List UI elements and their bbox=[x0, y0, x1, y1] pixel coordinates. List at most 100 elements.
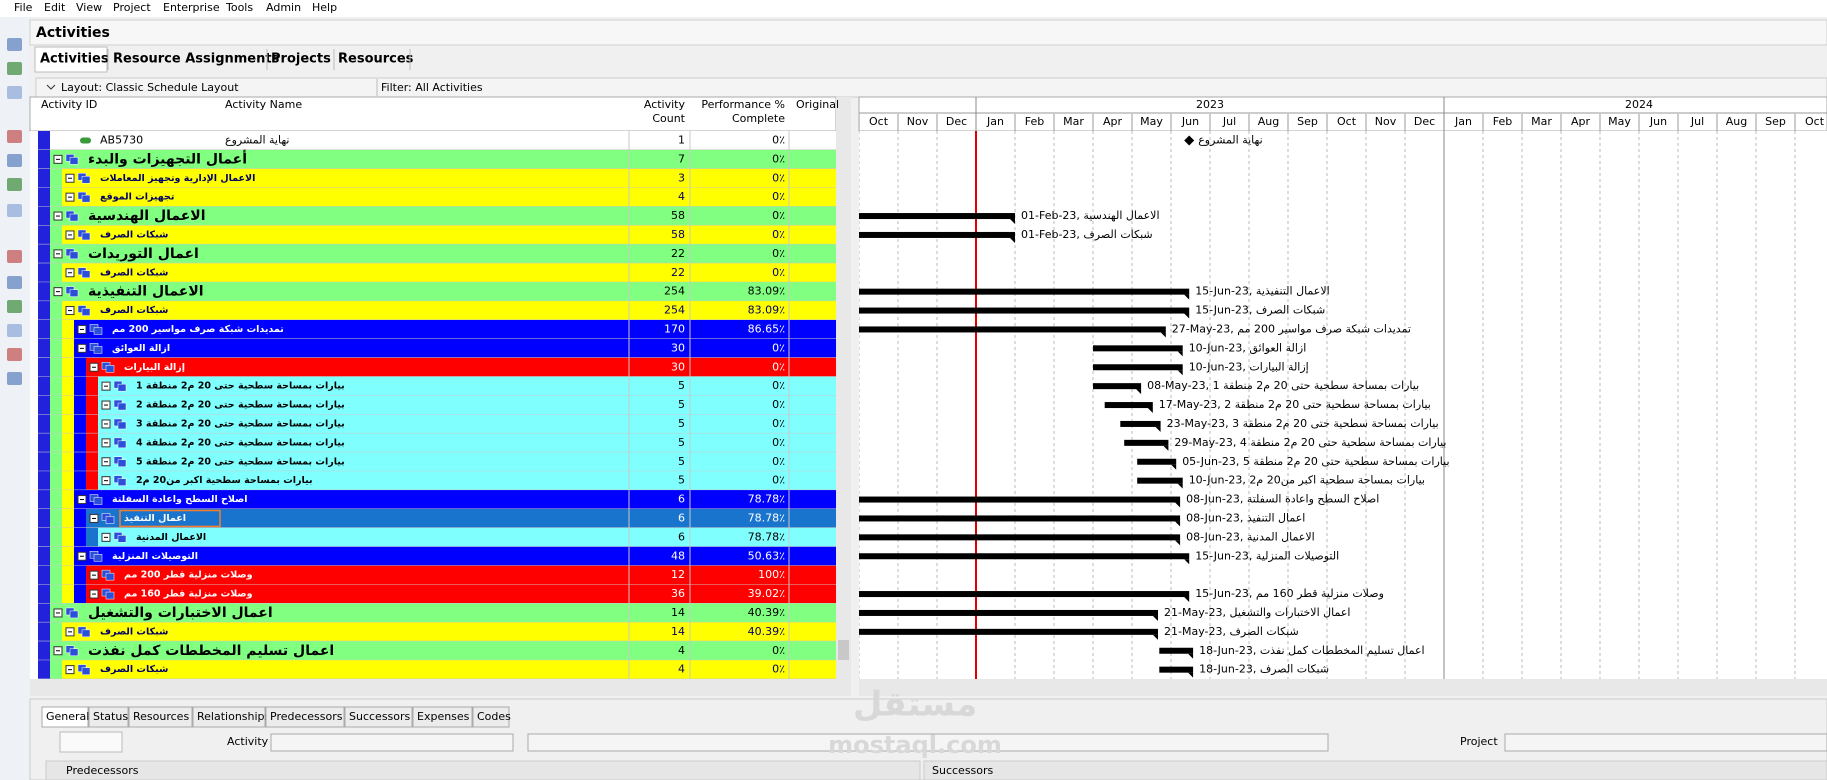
toolbar-icon[interactable] bbox=[7, 324, 22, 337]
row-background[interactable] bbox=[98, 527, 836, 547]
toolbar-icon[interactable] bbox=[7, 250, 22, 263]
activity-name[interactable]: بيارات بمساحة سطحية حتى 20 م2 منطقة 2 bbox=[136, 400, 345, 411]
activity-name[interactable]: شبكات الصرف bbox=[100, 267, 168, 278]
details-tab[interactable] bbox=[344, 706, 413, 728]
toolbar-icon[interactable] bbox=[7, 178, 22, 191]
activity-name[interactable]: الاعمال الهندسية bbox=[88, 208, 206, 224]
activity-name[interactable]: إزالة البيارات bbox=[124, 362, 185, 373]
row-background[interactable] bbox=[98, 414, 836, 434]
activity-name[interactable]: الاعمال المدنية bbox=[136, 532, 206, 543]
details-tab-label[interactable]: Relationships bbox=[197, 710, 271, 723]
details-tab-label[interactable]: Predecessors bbox=[270, 710, 343, 723]
layout-label[interactable]: Layout: Classic Schedule Layout bbox=[61, 81, 239, 94]
details-tab[interactable] bbox=[88, 706, 129, 728]
column-header[interactable]: Activity bbox=[644, 98, 686, 111]
activity-name[interactable]: نهاية المشروع bbox=[225, 133, 289, 146]
row-background[interactable] bbox=[74, 490, 836, 509]
activity-name[interactable]: اعمال التنفيذ bbox=[124, 513, 186, 524]
activity-name[interactable]: الاعمال التنفيذية bbox=[88, 284, 204, 300]
activity-name[interactable]: التوصيلات المنزلية bbox=[112, 551, 198, 562]
activity-id-field[interactable] bbox=[270, 733, 514, 752]
row-background[interactable] bbox=[62, 225, 836, 245]
toolbar-icon[interactable] bbox=[7, 154, 22, 167]
column-header[interactable]: Activity Name bbox=[225, 98, 302, 111]
row-background[interactable] bbox=[98, 471, 836, 491]
row-background[interactable] bbox=[62, 660, 836, 679]
toolbar-icon[interactable] bbox=[7, 276, 22, 289]
row-background[interactable] bbox=[86, 357, 836, 377]
row-background[interactable] bbox=[86, 584, 836, 604]
toolbar-icon[interactable] bbox=[7, 86, 22, 99]
column-header[interactable]: Activity ID bbox=[41, 98, 97, 111]
activity-name[interactable]: بيارات بمساحة سطحية حتى 20 م2 منطقة 1 bbox=[136, 381, 345, 392]
details-tab[interactable] bbox=[472, 706, 510, 728]
toolbar-icon[interactable] bbox=[7, 130, 22, 143]
menu-item[interactable]: Tools bbox=[225, 1, 253, 14]
activity-name[interactable]: تمديدات شبكة صرف مواسير 200 مم bbox=[112, 324, 284, 335]
row-background[interactable] bbox=[98, 395, 836, 415]
row-background[interactable] bbox=[86, 509, 836, 528]
tab[interactable]: Resources bbox=[338, 52, 414, 67]
activity-name[interactable]: بيارات بمساحة سطحية حتى 20 م2 منطقة 3 bbox=[136, 418, 345, 429]
column-header[interactable]: Original bbox=[796, 98, 839, 111]
row-background[interactable] bbox=[98, 376, 836, 396]
activity-name[interactable]: بيارات بمساحة سطحية اكبر من20 م2 bbox=[136, 475, 313, 486]
tab[interactable]: Resource Assignments bbox=[113, 52, 280, 67]
gantt-h-scrollbar[interactable] bbox=[859, 679, 1827, 696]
activity-name-field[interactable] bbox=[527, 733, 1329, 752]
row-background[interactable] bbox=[62, 301, 836, 320]
row-background[interactable] bbox=[50, 603, 836, 623]
toolbar-icon[interactable] bbox=[7, 372, 22, 385]
activity-name[interactable]: ازالة العوائق bbox=[112, 343, 170, 354]
row-background[interactable] bbox=[74, 338, 836, 358]
menu-item[interactable]: Admin bbox=[266, 1, 301, 14]
toolbar-icon[interactable] bbox=[7, 300, 22, 313]
details-tab-label[interactable]: Successors bbox=[349, 710, 411, 723]
activity-name[interactable]: الاعمال الإدارية وتجهيز المعاملات bbox=[100, 173, 255, 184]
activity-name[interactable]: اعمال التوريدات bbox=[88, 246, 199, 262]
menu-item[interactable]: Project bbox=[113, 1, 151, 14]
activity-name[interactable]: اعمال تسليم المخططات كمل نفذت bbox=[88, 643, 334, 659]
column-header[interactable]: Performance % bbox=[701, 98, 785, 111]
details-tab[interactable] bbox=[412, 706, 473, 728]
row-background[interactable] bbox=[98, 452, 836, 472]
row-background[interactable] bbox=[50, 206, 836, 226]
filter-label[interactable]: Filter: All Activities bbox=[381, 81, 483, 94]
activity-name[interactable]: وصلات منزلية قطر 160 مم bbox=[124, 589, 253, 600]
details-tab-label[interactable]: Resources bbox=[133, 710, 189, 723]
activity-name[interactable]: شبكات الصرف bbox=[100, 626, 168, 637]
row-background[interactable] bbox=[50, 149, 836, 169]
menu-item[interactable]: Edit bbox=[44, 1, 66, 14]
activity-name[interactable]: شبكات الصرف bbox=[100, 664, 168, 675]
v-scrollbar[interactable] bbox=[836, 97, 851, 679]
row-background[interactable] bbox=[50, 131, 836, 150]
details-tab-label[interactable]: Status bbox=[93, 710, 128, 723]
toolbar-icon[interactable] bbox=[7, 62, 22, 75]
menu-item[interactable]: Help bbox=[312, 1, 337, 14]
tab[interactable]: Activities bbox=[40, 52, 109, 67]
h-scrollbar[interactable] bbox=[30, 679, 851, 696]
toolbar-icon[interactable] bbox=[7, 204, 22, 217]
project-field[interactable] bbox=[1504, 733, 1827, 752]
activity-name[interactable]: اعمال الاختبارات والتشغيل bbox=[88, 605, 273, 621]
row-background[interactable] bbox=[62, 168, 836, 188]
activity-name[interactable]: شبكات الصرف bbox=[100, 229, 168, 240]
row-background[interactable] bbox=[86, 565, 836, 585]
v-scroll-thumb[interactable] bbox=[838, 640, 849, 660]
menu-item[interactable]: File bbox=[14, 1, 33, 14]
row-background[interactable] bbox=[62, 263, 836, 283]
row-background[interactable] bbox=[50, 282, 836, 302]
details-tab[interactable] bbox=[41, 706, 89, 728]
column-header[interactable]: Complete bbox=[732, 112, 785, 125]
row-background[interactable] bbox=[98, 433, 836, 453]
activity-name[interactable]: اصلاح السطح واعادة السفلتة bbox=[112, 494, 248, 505]
details-tab[interactable] bbox=[192, 706, 266, 728]
details-tab-label[interactable]: Expenses bbox=[417, 710, 470, 723]
row-background[interactable] bbox=[50, 244, 836, 264]
row-background[interactable] bbox=[74, 320, 836, 339]
column-header[interactable]: Count bbox=[652, 112, 685, 125]
row-background[interactable] bbox=[62, 622, 836, 642]
toolbar-icon[interactable] bbox=[7, 38, 22, 51]
menu-item[interactable]: View bbox=[76, 1, 102, 14]
activity-name[interactable]: وصلات منزلية قطر 200 مم bbox=[124, 570, 253, 581]
